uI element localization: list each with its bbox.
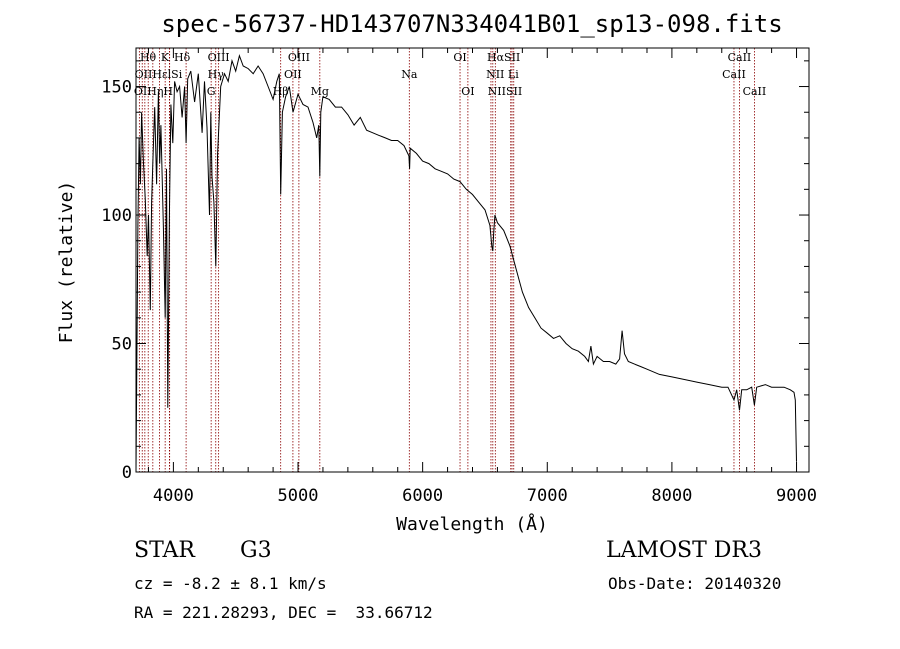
chart-title: spec-56737-HD143707N334041B01_sp13-098.f… xyxy=(161,10,782,38)
line-label: Hβ xyxy=(273,85,289,98)
line-label: OII xyxy=(284,68,302,81)
x-tick-label: 4000 xyxy=(153,486,194,506)
y-axis-label: Flux (relative) xyxy=(56,181,77,344)
line-label: G xyxy=(207,85,216,98)
line-label: OIHηH xyxy=(134,85,173,98)
line-label: OI xyxy=(461,85,474,98)
line-label: OIIHεlSi xyxy=(135,68,183,81)
line-label: OIII xyxy=(288,51,310,64)
x-tick-label: 7000 xyxy=(527,486,568,506)
subclass: G3 xyxy=(240,538,272,563)
line-label: HαSII xyxy=(487,51,520,64)
y-tick-label: 100 xyxy=(101,206,132,226)
y-tick-label: 50 xyxy=(112,335,132,355)
coordinates: RA = 221.28293, DEC = 33.66712 xyxy=(134,603,433,622)
x-tick-label: 5000 xyxy=(278,486,319,506)
line-label: CaII xyxy=(728,51,752,64)
x-axis-label: Wavelength (Å) xyxy=(396,513,548,535)
spectrum-series xyxy=(135,53,797,473)
line-label: K xyxy=(161,51,170,64)
axis-ticks: 4000 5000 6000 7000 8000 9000 0 50 100 150 xyxy=(101,48,817,506)
line-label: NII Li xyxy=(486,68,519,81)
line-label: Hγ xyxy=(208,68,225,81)
line-label: CaII xyxy=(722,68,746,81)
line-label: Hδ xyxy=(174,51,191,64)
x-tick-label: 6000 xyxy=(402,486,443,506)
object-type: STAR xyxy=(134,538,195,563)
line-label: Hθ xyxy=(140,51,157,64)
line-label: Mg xyxy=(311,85,329,98)
line-label: CaII xyxy=(743,85,767,98)
line-label: OI xyxy=(453,51,466,64)
emission-line-markers xyxy=(138,48,755,472)
spectrum-line xyxy=(135,53,797,473)
plot-frame xyxy=(135,47,810,473)
line-label: Na xyxy=(401,68,418,81)
y-tick-label: 0 xyxy=(122,463,132,483)
redshift-cz: cz = -8.2 ± 8.1 km/s xyxy=(134,574,327,593)
x-tick-label: 8000 xyxy=(651,486,692,506)
line-label: OIII xyxy=(208,51,230,64)
y-tick-label: 150 xyxy=(101,78,132,98)
line-labels: Hθ K Hδ OIII OIII OI HαSII CaII OIIHεlSi Hγ OII Na N… xyxy=(134,51,766,98)
line-label: NIISII xyxy=(488,85,523,98)
x-tick-label: 9000 xyxy=(776,486,817,506)
obs-date: Obs-Date: 20140320 xyxy=(608,574,782,593)
survey-name: LAMOST DR3 xyxy=(606,538,762,563)
